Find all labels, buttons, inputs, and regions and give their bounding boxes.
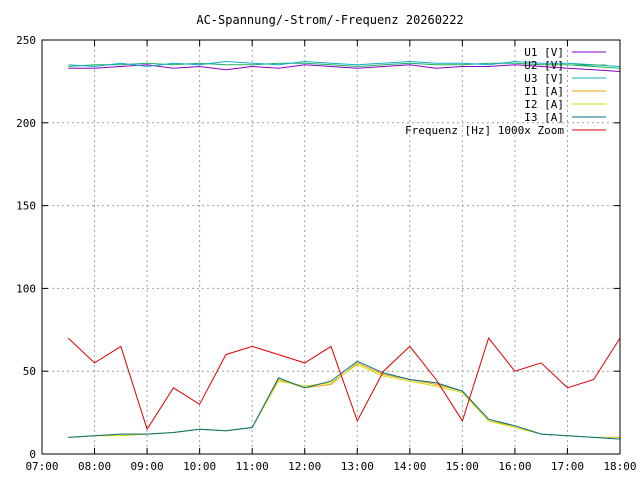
series-line — [68, 62, 621, 69]
y-tick-label: 100 — [16, 282, 36, 295]
plot-frame — [41, 39, 621, 455]
y-axis: 0 50 100 150 200 250 — [16, 34, 620, 461]
y-tick-label: 0 — [29, 448, 36, 461]
series-line — [68, 60, 621, 68]
legend-label: U2 [V] — [524, 59, 564, 72]
x-tick-label: 18:00 — [603, 460, 636, 473]
x-tick-label: 13:00 — [341, 460, 374, 473]
y-tick-label: 150 — [16, 200, 36, 213]
y-tick-label: 250 — [16, 34, 36, 47]
y-tick-label: 200 — [16, 117, 36, 130]
legend-label: U3 [V] — [524, 72, 564, 85]
legend: U1 [V]U2 [V]U3 [V]I1 [A]I2 [A]I3 [A]Freq… — [405, 46, 606, 137]
series-line — [68, 64, 621, 72]
x-tick-label: 17:00 — [551, 460, 584, 473]
chart-title: AC-Spannung/-Strom/-Frequenz 20260222 — [196, 13, 463, 27]
legend-label: I3 [A] — [524, 111, 564, 124]
legend-label: I2 [A] — [524, 98, 564, 111]
plot-area — [67, 60, 621, 440]
legend-label: U1 [V] — [524, 46, 564, 59]
x-tick-label: 16:00 — [498, 460, 531, 473]
grid — [42, 40, 620, 454]
x-tick-label: 10:00 — [183, 460, 216, 473]
legend-label: Frequenz [Hz] 1000x Zoom — [405, 124, 564, 137]
legend-label: I1 [A] — [524, 85, 564, 98]
x-axis: 07:00 08:00 09:00 10:00 11:00 12:00 13:00 14:00… — [25, 40, 637, 473]
series-line — [67, 337, 621, 431]
x-tick-label: 09:00 — [131, 460, 164, 473]
series-line — [68, 360, 621, 440]
x-tick-label: 12:00 — [288, 460, 321, 473]
x-tick-label: 07:00 — [25, 460, 58, 473]
x-tick-label: 14:00 — [393, 460, 426, 473]
x-tick-label: 08:00 — [78, 460, 111, 473]
x-tick-label: 15:00 — [446, 460, 479, 473]
series-line — [68, 364, 620, 438]
y-tick-label: 50 — [23, 365, 36, 378]
x-tick-label: 11:00 — [236, 460, 269, 473]
